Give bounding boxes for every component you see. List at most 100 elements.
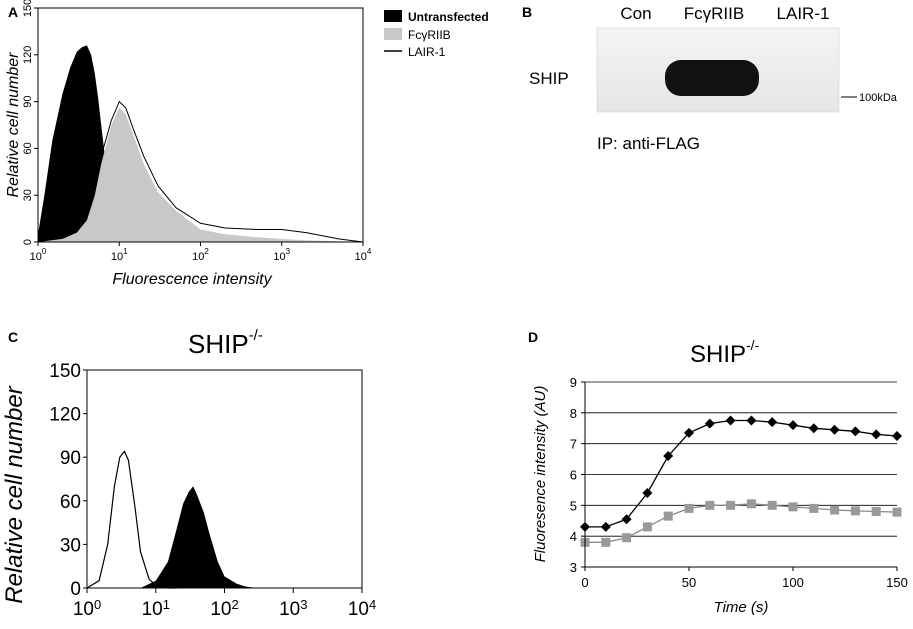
panel-d-title: SHIP-/- (690, 337, 760, 368)
panel-c-x-tick-label: 101 (142, 597, 170, 620)
panel-c-y-tick-label: 60 (60, 492, 81, 513)
panel-a-x-tick-label: 100 (30, 247, 47, 263)
panel-c-x-tick-label: 102 (210, 597, 238, 620)
panel-d-y-tick-label: 7 (570, 437, 577, 452)
panel-d-series-0-point (663, 451, 674, 461)
panel-c-series (86, 450, 258, 589)
panel-d-y-tick-label: 3 (570, 560, 577, 575)
panel-d-series-0-point (829, 424, 840, 435)
panel-d-series-1-point (746, 499, 756, 509)
blot-row-label-ship: SHIP (529, 69, 569, 88)
panel-d-series-1-point (705, 500, 715, 510)
panel-d-series-1-point (684, 503, 694, 513)
panel-d-series-1-point (642, 522, 652, 532)
panel-d-series-0-point (684, 427, 694, 438)
panel-a-legend: Untransfected FcγRIIB LAIR-1 (384, 10, 489, 59)
panel-a-y-tick-label: 30 (22, 189, 34, 201)
panel-d-series-1-point (622, 533, 632, 543)
panel-d-series-1-point (767, 500, 777, 510)
panel-a-y-axis-label: Relative cell number (5, 52, 22, 198)
panel-d-y-axis-label: Fluoresence intensity (AU) (532, 386, 549, 563)
panel-d-series-1-point (726, 500, 736, 510)
panel-d-series-0-point (704, 418, 715, 429)
panel-a-y-ticks: 0 30 60 90 120 150 (22, 0, 38, 245)
panel-d-series-1-point (663, 511, 673, 521)
panel-c-title: SHIP-/- (188, 327, 263, 359)
panel-d-series-1-point (788, 502, 798, 512)
blot-band-fcgriib (665, 60, 759, 96)
panel-d-y-tick-label: 9 (570, 375, 577, 390)
panel-d-series-0-line (585, 419, 898, 528)
lane-label-con: Con (620, 4, 651, 23)
panel-d-series-1-point (892, 507, 902, 517)
panel-d-series-0-point (746, 415, 757, 426)
legend-label-untransfected: Untransfected (408, 10, 489, 24)
legend-swatch-fcgriib (384, 28, 402, 40)
panel-d-series-1-point (830, 505, 840, 515)
panel-a-x-tick-label: 102 (192, 247, 209, 263)
panel-label-c: C (8, 329, 18, 345)
panel-d-y-ticks: 3 4 5 6 7 8 9 (570, 375, 585, 575)
panel-c-series-0-line (86, 450, 177, 589)
panel-c-x-tick-label: 100 (73, 597, 101, 620)
panel-c-plot-frame (86, 369, 363, 589)
panel-label-a: A (8, 4, 18, 20)
panel-a-x-ticks: 100 101 102 103 104 (30, 242, 372, 263)
panel-d-series-0-point (725, 415, 736, 426)
panel-a-x-axis-label: Fluorescence intensity (112, 271, 272, 288)
panel-a-x-tick-label: 101 (111, 247, 128, 263)
panel-d-x-ticks: 0 50 100 150 (581, 567, 908, 590)
panel-d-series-0-point (767, 417, 778, 428)
panel-c-histogram: SHIP-/- 100 101 102 103 104 0 30 60 90 120 150 Re… (1, 327, 376, 620)
panel-c-series-1-area (140, 486, 258, 588)
panel-b-western-blot: Con FcγRIIB LAIR-1 SHIP 100kDa IP: anti-… (529, 4, 898, 153)
panel-d-series-0-point (850, 426, 861, 437)
panel-d-y-tick-label: 8 (570, 406, 577, 421)
panel-a-y-tick-label: 0 (22, 239, 34, 245)
legend-label-fcgriib: FcγRIIB (408, 28, 451, 42)
panel-a-histogram: 100 101 102 103 104 0 30 60 90 120 150 Fluorescen… (5, 0, 489, 288)
panel-d-x-tick-label: 100 (782, 575, 804, 590)
blot-caption: IP: anti-FLAG (597, 134, 700, 153)
panel-d-x-tick-label: 0 (581, 575, 588, 590)
panel-d-series-0-point (642, 488, 653, 498)
legend-label-lair1: LAIR-1 (408, 45, 446, 59)
panel-a-y-tick-label: 150 (22, 0, 34, 17)
panel-label-d: D (528, 329, 538, 345)
panel-a-series (37, 45, 364, 243)
panel-d-series-1-point (809, 503, 819, 513)
panel-d-line-chart: SHIP-/- 0 50 100 150 3 4 5 6 7 8 9 Time (s) Fluor… (532, 337, 908, 616)
panel-d-series-0-point (871, 429, 882, 440)
panel-d-series-0-point (808, 423, 819, 434)
panel-c-x-tick-label: 104 (348, 597, 376, 620)
panel-c-x-tick-label: 103 (279, 597, 307, 620)
panel-c-y-tick-label: 150 (49, 361, 81, 382)
panel-c-y-axis-label: Relative cell number (1, 385, 28, 603)
panel-d-series-0-point (621, 514, 632, 525)
panel-c-y-tick-label: 0 (70, 579, 81, 600)
panel-d-y-tick-label: 6 (570, 468, 577, 483)
panel-c-y-tick-label: 30 (60, 535, 81, 556)
panel-d-y-tick-label: 5 (570, 498, 577, 513)
panel-d-series-1-point (601, 537, 611, 547)
panel-label-b: B (522, 4, 532, 20)
series-lair-1-line (37, 100, 364, 243)
series-fc-riib-area (38, 107, 363, 242)
panel-c-x-ticks: 100 101 102 103 104 (73, 588, 376, 620)
panel-a-y-tick-label: 120 (22, 46, 34, 64)
panel-d-series (580, 415, 902, 547)
legend-swatch-untransfected (384, 10, 402, 22)
panel-d-x-axis-label: Time (s) (714, 599, 769, 616)
panel-a-y-tick-label: 90 (22, 95, 34, 107)
panel-d-series-0-point (892, 430, 902, 441)
panel-d-y-tick-label: 4 (570, 529, 577, 544)
lane-label-fcgriib: FcγRIIB (684, 4, 744, 23)
panel-c-y-tick-label: 90 (60, 448, 81, 469)
panel-d-series-0-point (788, 420, 798, 431)
panel-d-series-0-point (600, 521, 611, 532)
panel-d-series-1-point (871, 507, 881, 516)
panel-d-series-1-point (850, 506, 860, 516)
panel-a-x-tick-label: 104 (355, 247, 372, 263)
panel-d-series-1-line (585, 503, 898, 543)
